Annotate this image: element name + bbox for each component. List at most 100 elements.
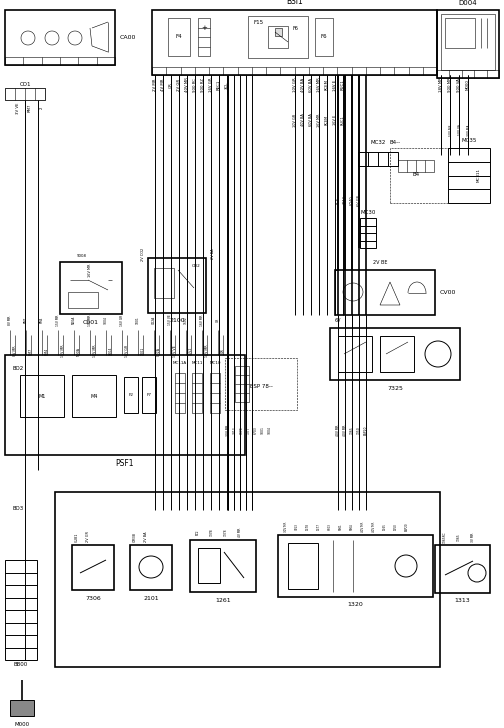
Text: 40V MR: 40V MR: [185, 78, 189, 92]
Text: BCE: BCE: [336, 197, 340, 204]
Text: 2V CO2: 2V CO2: [141, 248, 145, 261]
Text: 8V MR: 8V MR: [13, 346, 17, 356]
Text: MC32: MC32: [370, 140, 386, 144]
Bar: [437, 10, 499, 78]
Text: 1378: 1378: [306, 523, 310, 531]
Bar: [192, 373, 202, 413]
Text: CO2: CO2: [192, 264, 201, 268]
Bar: [335, 270, 435, 315]
Bar: [380, 336, 414, 372]
Text: CO1: CO1: [19, 82, 31, 87]
Text: GR: GR: [221, 349, 225, 353]
Bar: [437, 70, 499, 78]
Text: 16V GR: 16V GR: [125, 345, 129, 357]
Text: 1261: 1261: [215, 598, 231, 603]
Text: 1350: 1350: [394, 523, 398, 531]
Bar: [130, 545, 172, 590]
Text: 10V GR: 10V GR: [293, 78, 297, 92]
Text: 6703: 6703: [328, 523, 332, 531]
Text: ESP20: ESP20: [364, 425, 368, 435]
Text: MC311: MC311: [477, 168, 481, 182]
Text: 2101: 2101: [143, 596, 159, 601]
Text: CM38: CM38: [133, 532, 137, 542]
Text: GR: GR: [169, 82, 173, 88]
Text: G02A: G02A: [152, 316, 156, 324]
Bar: [235, 366, 249, 402]
Text: 40V BA: 40V BA: [301, 114, 305, 127]
Text: ESP20: ESP20: [405, 523, 409, 531]
Text: 9008: 9008: [77, 254, 87, 258]
Bar: [5, 57, 115, 65]
Text: RM7: RM7: [28, 104, 32, 112]
Bar: [142, 377, 156, 413]
Text: N00A: N00A: [72, 316, 76, 324]
Bar: [175, 373, 185, 413]
Text: F15: F15: [253, 20, 263, 25]
Text: 3CL: 3CL: [225, 82, 229, 89]
Text: 16V MR: 16V MR: [205, 345, 209, 357]
Text: 40V MR: 40V MR: [361, 522, 365, 532]
Text: 900 MR: 900 MR: [448, 78, 452, 92]
Text: 15V VE: 15V VE: [168, 314, 172, 325]
Bar: [5, 88, 45, 100]
Bar: [398, 160, 434, 172]
Text: 500 VA: 500 VA: [458, 124, 462, 135]
Text: 16V E: 16V E: [333, 115, 337, 125]
Bar: [68, 292, 98, 308]
Text: 40V MR: 40V MR: [343, 424, 347, 435]
Text: 9001: 9001: [261, 426, 265, 434]
Bar: [435, 545, 490, 593]
Bar: [390, 148, 448, 203]
Bar: [198, 18, 210, 56]
Bar: [330, 328, 460, 380]
Text: 16V MR: 16V MR: [88, 264, 92, 277]
Text: F7: F7: [147, 393, 152, 397]
Text: G02A: G02A: [157, 347, 161, 355]
Text: 10V MR: 10V MR: [93, 345, 97, 357]
Text: 1378: 1378: [240, 427, 244, 434]
Bar: [20, 375, 64, 417]
Bar: [448, 148, 490, 203]
Text: 900 RC: 900 RC: [193, 78, 197, 92]
Text: FZ2: FZ2: [196, 529, 200, 535]
Text: 4V MR: 4V MR: [238, 527, 242, 537]
Bar: [445, 18, 475, 48]
Bar: [278, 535, 433, 597]
Text: MC10: MC10: [209, 361, 221, 365]
Bar: [315, 18, 333, 56]
Text: 15V VE: 15V VE: [173, 345, 177, 357]
Text: 3013: 3013: [295, 523, 299, 531]
Text: 3V VE: 3V VE: [16, 102, 20, 114]
Text: 1350: 1350: [357, 426, 361, 434]
Bar: [154, 268, 174, 298]
Text: 6V: 6V: [335, 317, 341, 323]
Text: 9004: 9004: [350, 523, 354, 531]
Bar: [358, 152, 398, 166]
Text: 40V MR: 40V MR: [336, 424, 340, 435]
Text: +: +: [201, 25, 207, 31]
Bar: [5, 88, 45, 100]
Text: 15V MR: 15V MR: [61, 345, 65, 357]
Text: RCEM: RCEM: [325, 79, 329, 90]
Bar: [360, 218, 376, 248]
Bar: [5, 355, 245, 455]
Text: 2V BA: 2V BA: [211, 249, 215, 259]
Text: 2V GR: 2V GR: [177, 79, 181, 91]
Bar: [55, 492, 440, 667]
Text: RM7: RM7: [24, 317, 28, 323]
Text: MC30: MC30: [360, 210, 375, 215]
Text: 300 MA: 300 MA: [467, 124, 471, 135]
Text: 1365: 1365: [350, 426, 354, 434]
Text: MC11: MC11: [192, 361, 203, 365]
Bar: [268, 26, 288, 48]
Bar: [288, 543, 318, 589]
Bar: [72, 545, 114, 590]
Text: 4V MR: 4V MR: [161, 79, 165, 91]
Text: REC1: REC1: [217, 80, 221, 90]
Text: F4: F4: [176, 34, 182, 39]
Bar: [5, 10, 115, 65]
Text: BB00: BB00: [14, 662, 28, 667]
Text: ESP 78--: ESP 78--: [249, 384, 273, 389]
Text: 500 MR: 500 MR: [449, 124, 453, 135]
Text: 2: 2: [40, 107, 44, 109]
